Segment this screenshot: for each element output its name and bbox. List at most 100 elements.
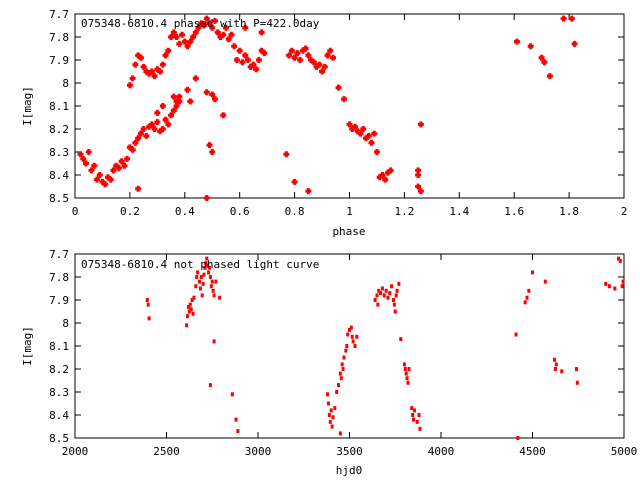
data-point bbox=[538, 54, 545, 61]
data-point bbox=[234, 417, 238, 422]
data-point bbox=[208, 383, 212, 388]
data-point bbox=[411, 413, 415, 417]
data-point bbox=[618, 258, 622, 263]
data-point bbox=[203, 89, 210, 96]
data-point bbox=[165, 121, 172, 128]
data-point bbox=[404, 371, 408, 376]
data-point bbox=[326, 392, 330, 397]
data-point bbox=[115, 165, 122, 172]
data-point bbox=[415, 172, 422, 178]
phased-plot-title: 075348-6810.4 phased with P=422.0day bbox=[81, 17, 320, 30]
data-point bbox=[531, 270, 534, 275]
data-point bbox=[412, 408, 416, 413]
data-point bbox=[233, 57, 240, 63]
x-tick-label: 4500 bbox=[519, 445, 546, 458]
data-point bbox=[147, 316, 151, 321]
data-point bbox=[397, 281, 401, 286]
data-point bbox=[179, 31, 186, 38]
data-point bbox=[382, 176, 389, 183]
data-point bbox=[250, 61, 257, 68]
data-point bbox=[288, 47, 295, 54]
data-point bbox=[170, 93, 177, 100]
x-tick-label: 2000 bbox=[62, 445, 89, 458]
data-point bbox=[355, 334, 359, 339]
data-point bbox=[319, 68, 326, 75]
data-point bbox=[392, 302, 396, 307]
data-point bbox=[415, 419, 419, 424]
unphased-plot-title: 075348-6810.4 not phased light curve bbox=[81, 258, 319, 271]
y-tick-label: 7.7 bbox=[49, 248, 69, 261]
data-point bbox=[82, 160, 89, 167]
data-point bbox=[244, 57, 251, 63]
data-point bbox=[168, 112, 175, 119]
data-point bbox=[607, 284, 611, 289]
data-point bbox=[552, 357, 556, 362]
data-point bbox=[568, 15, 575, 22]
data-point bbox=[225, 36, 232, 43]
data-point bbox=[330, 424, 334, 429]
data-point bbox=[410, 406, 414, 411]
data-point bbox=[351, 339, 355, 344]
data-point bbox=[387, 167, 394, 174]
data-point bbox=[339, 376, 343, 381]
data-point bbox=[189, 307, 193, 312]
x-tick-label: 3500 bbox=[336, 445, 363, 458]
data-point bbox=[231, 43, 238, 50]
data-point bbox=[344, 348, 348, 353]
x-tick-label: 1.2 bbox=[394, 205, 414, 218]
data-point bbox=[368, 139, 375, 146]
data-point bbox=[324, 52, 331, 59]
data-point bbox=[335, 390, 339, 394]
data-point bbox=[546, 73, 553, 80]
data-point bbox=[187, 98, 194, 105]
data-point bbox=[129, 75, 136, 82]
phased-y-ticks: 7.7 7.8 7.9 8 8.1 8.2 8.3 8.4 8.5 bbox=[49, 8, 624, 205]
data-point bbox=[148, 121, 155, 128]
data-point bbox=[110, 167, 117, 174]
data-point bbox=[360, 126, 367, 132]
data-point bbox=[283, 151, 290, 158]
data-point bbox=[523, 300, 527, 305]
data-point bbox=[192, 75, 199, 82]
data-point bbox=[184, 43, 191, 50]
data-point bbox=[168, 34, 175, 40]
data-point bbox=[377, 288, 381, 293]
data-point bbox=[380, 286, 384, 291]
data-point bbox=[393, 309, 397, 314]
data-point bbox=[527, 288, 531, 293]
data-point bbox=[340, 362, 344, 367]
data-point bbox=[379, 172, 386, 178]
data-point bbox=[394, 293, 398, 298]
x-tick-label: 0.2 bbox=[120, 205, 140, 218]
data-point bbox=[386, 295, 390, 300]
data-point bbox=[402, 362, 406, 367]
y-tick-label: 8 bbox=[62, 317, 69, 330]
unphased-y-axis-title: I[mag] bbox=[21, 326, 34, 366]
data-point bbox=[222, 24, 229, 31]
data-point bbox=[107, 176, 114, 183]
data-point bbox=[218, 295, 222, 300]
data-point bbox=[228, 31, 235, 38]
data-point bbox=[302, 45, 309, 52]
x-tick-label: 1.8 bbox=[559, 205, 579, 218]
data-point bbox=[214, 29, 221, 36]
data-point bbox=[210, 279, 214, 284]
y-tick-label: 8.1 bbox=[49, 100, 69, 113]
data-point bbox=[406, 380, 410, 385]
data-point bbox=[353, 344, 357, 348]
data-point bbox=[148, 68, 155, 75]
data-point bbox=[208, 265, 212, 270]
data-point bbox=[162, 116, 169, 123]
data-point bbox=[129, 146, 136, 153]
x-tick-label: 2 bbox=[621, 205, 628, 218]
data-point bbox=[405, 376, 409, 381]
phased-x-axis-title: phase bbox=[332, 225, 365, 238]
data-point bbox=[560, 369, 564, 374]
data-point bbox=[328, 419, 332, 424]
x-tick-label: 5000 bbox=[611, 445, 638, 458]
data-point bbox=[620, 284, 624, 289]
x-tick-label: 1.4 bbox=[449, 205, 469, 218]
data-point bbox=[121, 162, 128, 169]
data-point bbox=[151, 73, 158, 80]
